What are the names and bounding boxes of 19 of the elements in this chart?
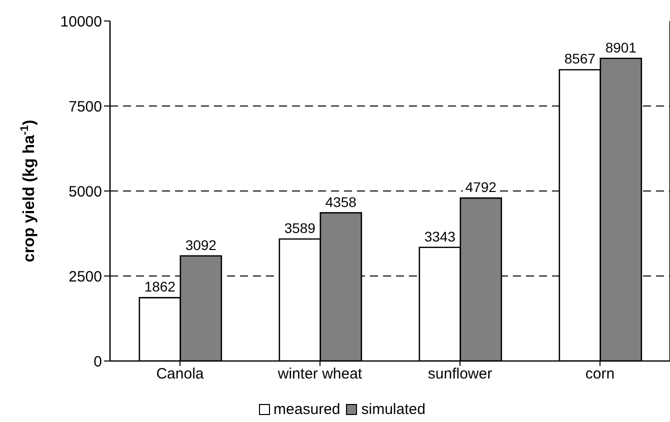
legend-label: measured bbox=[274, 401, 340, 418]
data-label: 4792 bbox=[465, 179, 497, 196]
y-tick-label: 7500 bbox=[68, 98, 102, 116]
data-label: 3092 bbox=[185, 236, 217, 253]
y-tick-label: 0 bbox=[94, 353, 102, 370]
data-label: 8567 bbox=[564, 50, 596, 67]
x-tick-label: winter wheat bbox=[276, 366, 363, 383]
x-tick-label: corn bbox=[585, 366, 615, 383]
x-tick-label: Canola bbox=[156, 366, 204, 383]
data-label: 1862 bbox=[144, 278, 176, 295]
y-tick-label: 2500 bbox=[68, 268, 102, 286]
data-label: 3589 bbox=[284, 220, 316, 236]
data-label: 8901 bbox=[605, 39, 637, 56]
x-tick-label: sunflower bbox=[428, 366, 492, 383]
data-label: 3343 bbox=[424, 228, 456, 244]
y-tick-label: 5000 bbox=[68, 183, 102, 200]
legend-label: simulated bbox=[361, 401, 426, 418]
data-label: 4358 bbox=[325, 194, 357, 210]
y-tick-label: 10000 bbox=[60, 13, 102, 30]
